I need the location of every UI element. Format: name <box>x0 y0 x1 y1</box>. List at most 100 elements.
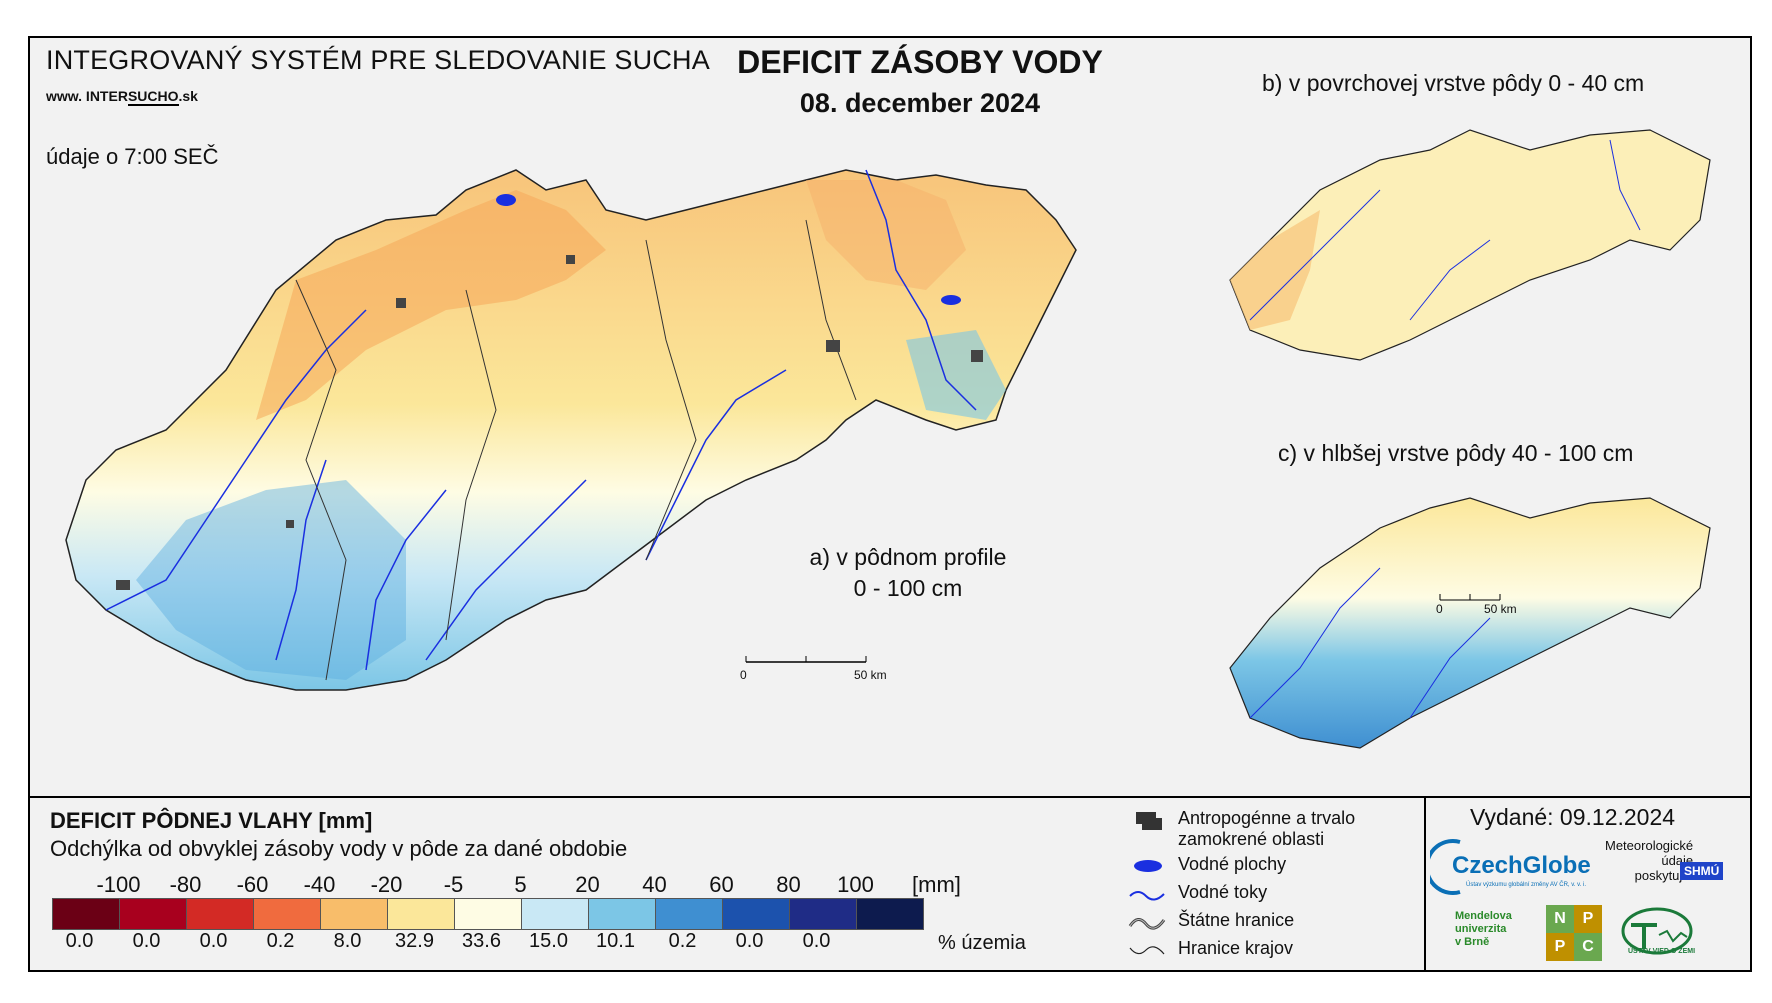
urban-areas <box>116 255 983 590</box>
water-body-icon <box>1134 860 1162 872</box>
percentage-row: 0.0 0.0 0.0 0.2 8.0 32.9 33.6 15.0 10.1 0.2 0.0 0.0 <box>46 930 850 953</box>
legend-region-border: Hranice krajov <box>1128 938 1378 960</box>
color-swatch <box>187 899 254 929</box>
color-swatch <box>254 899 321 929</box>
threshold-label: -60 <box>236 872 269 897</box>
legend-urban-label: Antropogénne a trvalo zamokrené oblasti <box>1178 808 1356 849</box>
legend-state-border: Štátne hranice <box>1128 910 1378 932</box>
main-date: 08. december 2024 <box>799 88 1041 118</box>
urban-icon <box>1136 812 1162 830</box>
main-map-a <box>65 169 1077 691</box>
map-a-label: a) v pôdnom profile <box>809 544 1007 570</box>
map-c <box>1229 497 1711 749</box>
mendelu-logo: Mendelova univerzita v Brně <box>1455 910 1512 949</box>
map-legend: Antropogénne a trvalo zamokrené oblasti … <box>1128 808 1378 966</box>
threshold-label: -5 <box>443 872 464 897</box>
percentage-value: 0.0 <box>802 930 831 952</box>
time-info: údaje o 7:00 SEČ <box>46 144 219 169</box>
legend-divider <box>28 796 1752 798</box>
shmu-logo: SHMÚ <box>1680 862 1724 880</box>
color-swatch <box>388 899 455 929</box>
threshold-label: 60 <box>709 872 734 897</box>
region-border-icon <box>1129 946 1165 955</box>
system-title: INTEGROVANÝ SYSTÉM PRE SLEDOVANIE SUCHA <box>46 45 710 75</box>
scale-bar-a <box>745 656 867 663</box>
color-swatch <box>656 899 723 929</box>
website-link[interactable]: www. INTERSUCHO.sk <box>46 88 198 106</box>
legend-subtitle: Odchýlka od obvyklej zásoby vody v pôde … <box>50 836 628 861</box>
rivers <box>105 169 977 671</box>
map-c-label: c) v hlbšej vrstve pôdy 40 - 100 cm <box>1278 440 1634 466</box>
water-body-east <box>941 295 961 305</box>
legend-region-border-label: Hranice krajov <box>1178 938 1294 958</box>
state-border-icon <box>1128 918 1166 930</box>
nppc-c: C <box>1574 933 1602 961</box>
color-swatch <box>321 899 388 929</box>
threshold-label: 40 <box>642 872 667 897</box>
orange-deficit-zone-east <box>806 180 966 290</box>
percentage-value: 0.0 <box>132 930 161 952</box>
color-swatch <box>589 899 656 929</box>
threshold-label: -80 <box>169 872 202 897</box>
color-swatch <box>723 899 790 929</box>
unit-label: [mm] <box>912 872 961 897</box>
scale-c-end: 50 km <box>1484 602 1517 616</box>
color-swatch <box>455 899 522 929</box>
threshold-label: -20 <box>370 872 403 897</box>
percentage-value: 0.0 <box>199 930 228 952</box>
issued-date: Vydané: 09.12.2024 <box>1470 804 1676 830</box>
percentage-value: 15.0 <box>529 930 568 952</box>
website-highlight: SUCHO <box>127 88 179 106</box>
percentage-value: 0.2 <box>266 930 295 952</box>
legend-rivers-label: Vodné toky <box>1178 882 1268 902</box>
blue-surplus-zone <box>136 480 406 680</box>
map-b <box>1229 129 1711 361</box>
website-suffix: .sk <box>178 88 198 104</box>
region-borders <box>295 219 857 681</box>
meteo-credit: Meteorologické údaje poskytuje: <box>1605 838 1693 883</box>
percentage-value: 0.0 <box>65 930 94 952</box>
legend-urban: Antropogénne a trvalo zamokrené oblasti <box>1128 808 1378 849</box>
czechglobe-subtitle: Ústav výzkumu globální změny AV ČR, v. v… <box>1466 882 1587 888</box>
color-swatch <box>120 899 187 929</box>
legend-title: DEFICIT PÔDNEJ VLAHY [mm] <box>50 808 373 833</box>
color-swatch <box>522 899 589 929</box>
percentage-value: 0.0 <box>735 930 764 952</box>
scale-a-zero: 0 <box>740 668 747 682</box>
legend-water-label: Vodné plochy <box>1178 854 1287 874</box>
uvz-label: ÚSTAV VIED O ZEMI <box>1628 948 1696 955</box>
meteo-line3: poskytuje: <box>1634 868 1694 883</box>
legend-rivers: Vodné toky <box>1128 882 1378 904</box>
threshold-labels: -100 -80 -60 -40 -20 -5 5 20 40 60 80 100 <box>52 872 889 898</box>
meteo-line1: Meteorologické <box>1605 838 1694 853</box>
percentage-value: 8.0 <box>333 930 362 952</box>
color-swatch <box>53 899 120 929</box>
scale-a-end: 50 km <box>854 668 887 682</box>
website-prefix: www. INTER <box>46 88 128 104</box>
mendelu-line3: v Brně <box>1455 936 1490 948</box>
river-icon <box>1129 891 1165 901</box>
legend-state-border-label: Štátne hranice <box>1178 910 1295 930</box>
map-a-depth: 0 - 100 cm <box>853 575 963 601</box>
threshold-label: 5 <box>514 872 527 897</box>
nppc-p1: P <box>1574 905 1602 933</box>
nppc-logo: N P P C <box>1546 905 1602 961</box>
percentage-value: 0.2 <box>668 930 697 952</box>
czechglobe-name: CzechGlobe <box>1452 852 1591 879</box>
legend-water: Vodné plochy <box>1128 854 1378 876</box>
czechglobe-logo <box>1430 839 1461 895</box>
main-title: DEFICIT ZÁSOBY VODY <box>737 44 1103 80</box>
uvz-logo <box>1621 907 1693 955</box>
percentage-value: 32.9 <box>395 930 434 952</box>
threshold-label: 80 <box>776 872 801 897</box>
nppc-n: N <box>1546 905 1574 933</box>
footer-divider <box>1424 796 1426 972</box>
mendelu-line1: Mendelova <box>1455 910 1512 922</box>
threshold-label: 20 <box>575 872 600 897</box>
percentage-value: 33.6 <box>462 930 501 952</box>
threshold-label: -40 <box>303 872 336 897</box>
scale-c-zero: 0 <box>1436 602 1443 616</box>
water-body <box>496 194 516 206</box>
color-scale <box>52 898 924 930</box>
threshold-label: -100 <box>96 872 141 897</box>
